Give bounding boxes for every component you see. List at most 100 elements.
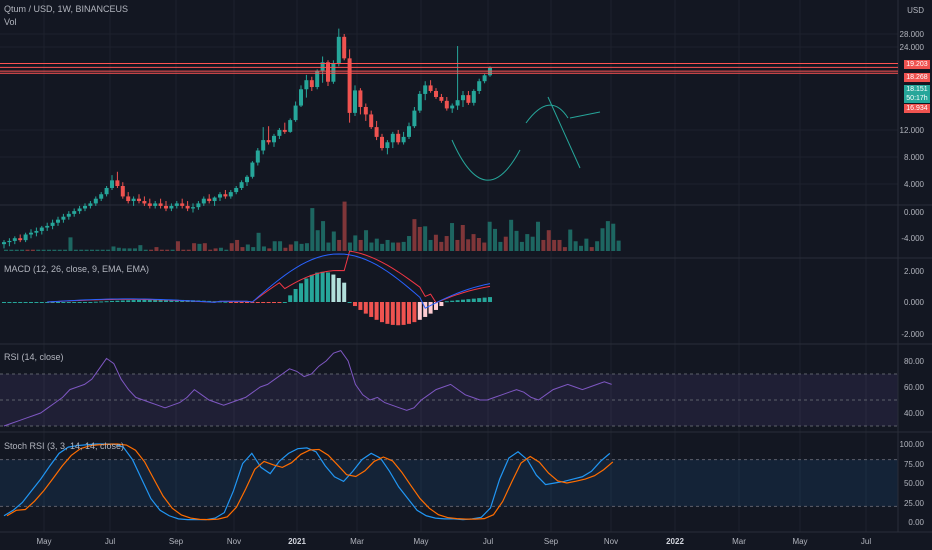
candle-body <box>482 75 487 82</box>
volume-bar <box>374 238 379 251</box>
volume-bar <box>294 241 299 251</box>
macd-histogram-bar <box>331 274 336 302</box>
volume-bar <box>36 249 41 251</box>
candle-body <box>374 127 379 137</box>
stoch-axis-label: 25.00 <box>903 499 924 508</box>
macd-label[interactable]: MACD (12, 26, close, 9, EMA, EMA) <box>4 264 150 274</box>
volume-bar <box>347 242 352 251</box>
volume-bar <box>579 245 584 251</box>
volume-bar <box>493 228 498 251</box>
candle-body <box>7 240 12 243</box>
macd-histogram-bar <box>423 302 428 317</box>
volume-bar <box>46 249 51 251</box>
time-axis-label: Mar <box>732 537 746 546</box>
volume-bar <box>605 221 610 251</box>
handle-arc <box>525 104 569 124</box>
volume-bar <box>616 240 621 251</box>
macd-histogram-bar <box>477 298 482 302</box>
macd-histogram-bar <box>147 299 152 302</box>
volume-bar <box>20 249 25 251</box>
candle-body <box>50 222 55 226</box>
volume-bar <box>589 247 594 251</box>
volume-bar <box>299 243 304 251</box>
price-axis-label: 24.000 <box>899 43 924 52</box>
candle-body <box>147 203 152 206</box>
macd-histogram-bar <box>66 302 71 303</box>
macd-histogram-bar <box>77 302 82 303</box>
candle-body <box>23 234 28 241</box>
candle-body <box>342 36 347 59</box>
macd-histogram-bar <box>164 299 168 302</box>
volume-label[interactable]: Vol <box>4 17 17 27</box>
macd-histogram-bar <box>72 302 77 303</box>
candle-body <box>326 62 330 82</box>
symbol-title[interactable]: Qtum / USD, 1W, BINANCEUS <box>4 4 129 14</box>
volume-bar <box>181 249 186 251</box>
time-axis-label: May <box>792 537 808 546</box>
candle-body <box>88 203 93 206</box>
candle-body <box>331 63 336 82</box>
volume-bar <box>611 223 616 251</box>
candle-body <box>180 203 185 206</box>
macd-histogram-bar <box>450 300 455 302</box>
candle-body <box>93 198 98 204</box>
volume-bar <box>390 242 395 251</box>
macd-histogram-bar <box>7 302 12 303</box>
volume-bar <box>4 249 8 251</box>
candle-body <box>131 198 136 202</box>
candle-body <box>255 150 260 163</box>
candle-body <box>293 105 298 121</box>
macd-histogram-bar <box>277 302 282 303</box>
candle-body <box>34 230 39 233</box>
volume-bar <box>364 230 369 251</box>
candle-body <box>234 187 239 193</box>
candle-body <box>72 211 77 214</box>
stoch-axis-label: 75.00 <box>903 460 924 469</box>
stoch-rsi-label[interactable]: Stoch RSI (3, 3, 14, 14, close) <box>4 441 125 451</box>
candle-body <box>282 129 287 132</box>
volume-bar <box>562 247 567 251</box>
volume-bar <box>536 221 541 251</box>
volume-bar <box>342 201 347 251</box>
candle-body <box>363 106 368 115</box>
volume-bar <box>358 239 363 251</box>
candle-body <box>99 194 104 199</box>
macd-histogram-bar <box>23 302 28 303</box>
volume-bar <box>240 247 245 251</box>
volume-bar <box>321 221 326 251</box>
time-axis-label: Jul <box>482 537 494 546</box>
candle-body <box>137 198 141 202</box>
candle-body <box>417 93 422 111</box>
volume-bar <box>568 229 573 251</box>
volume-bar <box>401 241 406 251</box>
candle-body <box>261 140 266 151</box>
candle-body <box>142 201 147 204</box>
macd-histogram-bar <box>261 302 266 303</box>
price-tag-support: 16.934 <box>904 104 930 113</box>
time-axis-label: Nov <box>226 537 242 546</box>
candle-body <box>401 136 406 143</box>
macd-histogram-bar <box>299 283 303 302</box>
stoch-axis-label: 50.00 <box>903 479 924 488</box>
macd-histogram-bar <box>385 302 390 324</box>
volume-bar <box>455 239 460 251</box>
rsi-label[interactable]: RSI (14, close) <box>4 352 64 362</box>
candle-body <box>444 100 449 109</box>
macd-histogram-bar <box>12 302 17 303</box>
volume-bars <box>4 201 621 251</box>
macd-histogram-bar <box>293 288 298 302</box>
candle-body <box>120 186 125 197</box>
volume-bar <box>552 239 557 251</box>
macd-histogram-bar <box>39 302 44 303</box>
macd-histogram-bar <box>110 300 114 302</box>
volume-bar <box>433 234 438 251</box>
macd-histogram-bar <box>358 302 363 310</box>
macd-histogram-bar <box>390 302 395 325</box>
volume-bar <box>541 239 546 251</box>
macd-histogram-bar <box>45 302 50 303</box>
downtrend-line <box>547 96 581 169</box>
candle-body <box>110 180 114 188</box>
candle-body <box>191 207 195 209</box>
time-axis-label: Mar <box>350 537 364 546</box>
